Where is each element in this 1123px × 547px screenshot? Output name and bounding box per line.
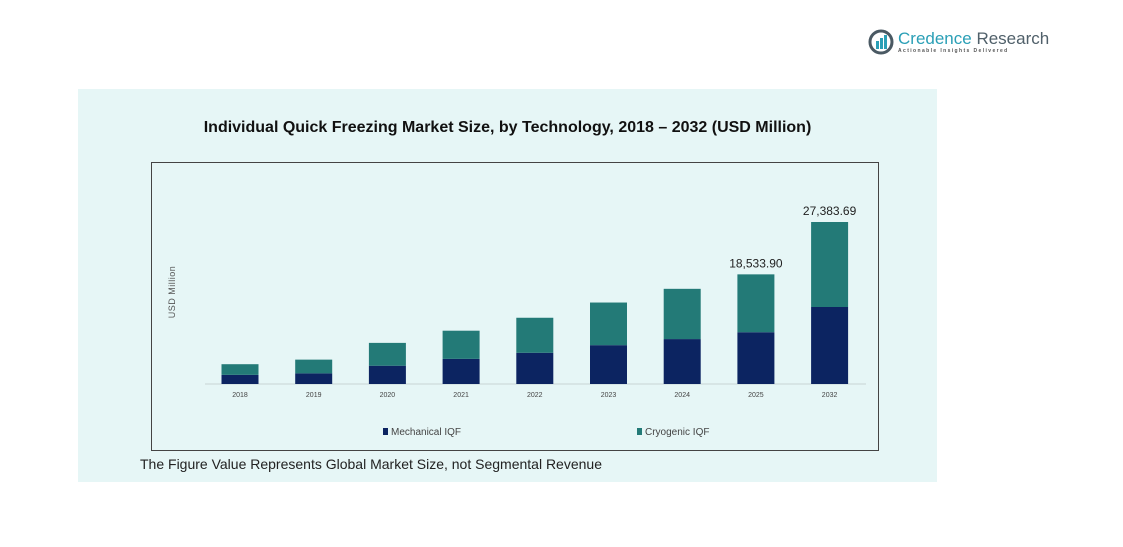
bar-mechanical-2018 bbox=[221, 374, 259, 384]
data-label-2032: 27,383.69 bbox=[803, 204, 857, 218]
bar-cryogenic-2032 bbox=[811, 222, 849, 307]
chart-frame bbox=[151, 162, 879, 451]
bar-cryogenic-2023 bbox=[590, 302, 627, 346]
x-tick-label: 2020 bbox=[380, 392, 396, 399]
y-axis-label: USD Million bbox=[167, 266, 177, 319]
bar-cryogenic-2020 bbox=[368, 342, 406, 366]
logo-tagline: Actionable Insights Delivered bbox=[898, 48, 1009, 54]
footer-note: The Figure Value Represents Global Marke… bbox=[140, 456, 602, 472]
bar-cryogenic-2025 bbox=[737, 274, 775, 333]
bar-cryogenic-2024 bbox=[663, 288, 701, 340]
legend-swatch-cryogenic bbox=[637, 428, 642, 435]
x-tick-label: 2032 bbox=[822, 392, 838, 399]
x-tick-label: 2024 bbox=[674, 392, 690, 399]
legend-label-mechanical: Mechanical IQF bbox=[391, 427, 461, 438]
x-tick-label: 2019 bbox=[306, 392, 322, 399]
x-tick-label: 2021 bbox=[453, 392, 469, 399]
bar-mechanical-2025 bbox=[737, 332, 775, 384]
bar-mechanical-2021 bbox=[442, 358, 480, 384]
bar-mechanical-2022 bbox=[516, 352, 554, 384]
chart-panel bbox=[78, 89, 937, 482]
bar-cryogenic-2022 bbox=[516, 317, 554, 353]
logo-name: Credence Research bbox=[898, 29, 1050, 48]
x-tick-label: 2022 bbox=[527, 392, 543, 399]
data-label-2025: 18,533.90 bbox=[729, 256, 783, 270]
bar-mechanical-2019 bbox=[295, 373, 333, 384]
bar-mechanical-2032 bbox=[811, 306, 849, 384]
bar-cryogenic-2018 bbox=[221, 364, 259, 375]
bar-cryogenic-2019 bbox=[295, 359, 333, 374]
chart-title: Individual Quick Freezing Market Size, b… bbox=[203, 119, 812, 136]
x-tick-label: 2023 bbox=[601, 392, 617, 399]
credence-research-logo: Credence Research Actionable Insights De… bbox=[868, 29, 1049, 55]
bar-mechanical-2024 bbox=[663, 339, 701, 384]
logo-icon bbox=[868, 29, 894, 55]
x-tick-label: 2025 bbox=[748, 392, 764, 399]
x-tick-label: 2018 bbox=[232, 392, 248, 399]
legend-label-cryogenic: Cryogenic IQF bbox=[645, 427, 709, 438]
bar-mechanical-2020 bbox=[368, 365, 406, 384]
legend-swatch-mechanical bbox=[383, 428, 388, 435]
bar-cryogenic-2021 bbox=[442, 330, 480, 359]
bar-mechanical-2023 bbox=[590, 345, 627, 384]
